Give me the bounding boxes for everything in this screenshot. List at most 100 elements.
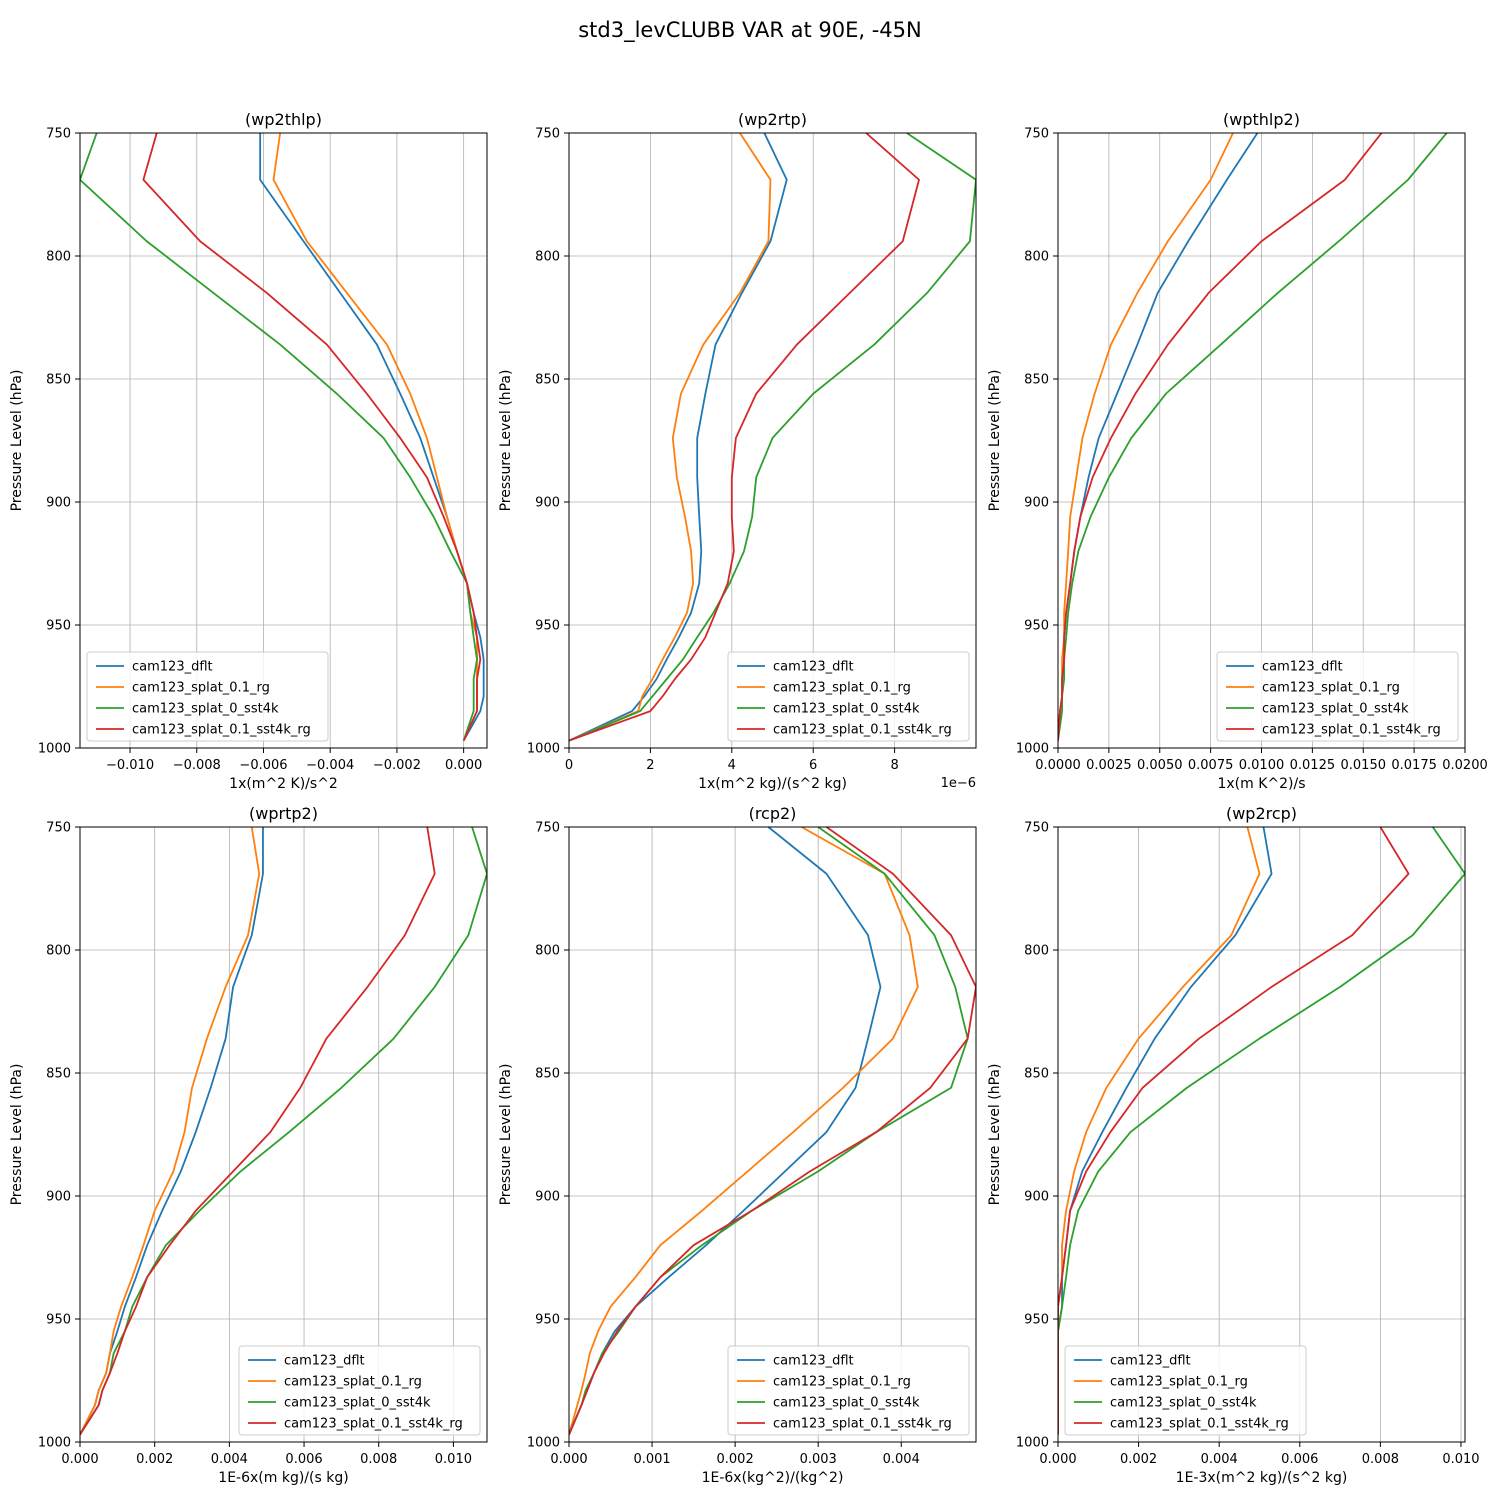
- series-line-cam123_splat_0.1_rg: [80, 827, 261, 1436]
- legend-entry: cam123_splat_0.1_sst4k_rg: [132, 723, 311, 738]
- subplot-title: (wp2rtp): [738, 110, 807, 129]
- y-tick-label: 750: [46, 127, 71, 142]
- x-tick-label: 0.0100: [1239, 758, 1285, 773]
- y-tick-label: 850: [46, 1067, 71, 1082]
- x-tick-label: 0.000: [550, 1452, 587, 1467]
- subplot-wp2thlp: −0.010 −0.008 −0.006 −0.004 −0.002 0.000 750 80…: [9, 110, 488, 792]
- series-line-cam123_splat_0.1_sst4k_rg: [142, 133, 482, 741]
- y-tick-label: 800: [1024, 250, 1049, 265]
- subplot-wpthlp2: 0.0000 0.0025 0.0050 0.0075 0.0100 0.0125 0.01…: [987, 110, 1488, 792]
- legend-entry: cam123_splat_0.1_rg: [773, 681, 911, 696]
- y-tick-label: 1000: [38, 1436, 71, 1451]
- x-tick-label: 0.0150: [1341, 758, 1387, 773]
- y-tick-label: 800: [535, 250, 560, 265]
- legend: cam123_dflt cam123_splat_0.1_rg cam123_spl…: [727, 1345, 970, 1436]
- x-tick-label: 0: [565, 758, 573, 773]
- series-line-cam123_splat_0.1_sst4k_rg: [569, 133, 920, 742]
- y-axis-label: Pressure Level (hPa): [9, 370, 25, 512]
- series-line-cam123_splat_0.1_rg: [1058, 827, 1261, 1435]
- x-tick-label: 0.010: [435, 1452, 472, 1467]
- x-tick-label: 0.001: [633, 1452, 670, 1467]
- legend-box: [1216, 651, 1459, 742]
- legend-entry: cam123_splat_0.1_rg: [773, 1375, 911, 1390]
- x-axis-label: 1x(m^2 K)/s^2: [229, 776, 338, 792]
- x-tick-label: −0.004: [306, 758, 354, 773]
- x-tick-label: 0.0075: [1188, 758, 1234, 773]
- legend-entry: cam123_dflt: [773, 660, 854, 675]
- x-axis-label: 1E-3x(m^2 kg)/(s^2 kg): [1176, 1470, 1348, 1486]
- y-tick-label: 850: [535, 373, 560, 388]
- legend-entry: cam123_splat_0_sst4k: [284, 1396, 431, 1411]
- x-tick-label: 0.008: [360, 1452, 397, 1467]
- legend: cam123_dflt cam123_splat_0.1_rg cam123_spl…: [727, 651, 970, 742]
- x-axis-label: 1E-6x(kg^2)/(kg^2): [702, 1470, 844, 1486]
- y-axis-label: Pressure Level (hPa): [9, 1064, 25, 1206]
- legend-entry: cam123_dflt: [1262, 660, 1343, 675]
- x-tick-label: 8: [890, 758, 898, 773]
- x-tick-label: 0.0125: [1290, 758, 1336, 773]
- x-tick-label: 6: [809, 758, 817, 773]
- subplot-wp2rtp: 0 2 4 6 8 750 800 850 900 950 1000 (wp2rtp) 1x(m^2 k…: [498, 110, 977, 792]
- y-tick-label: 1000: [38, 742, 71, 757]
- y-axis-label: Pressure Level (hPa): [498, 370, 514, 512]
- legend-entry: cam123_splat_0.1_sst4k_rg: [284, 1417, 463, 1432]
- legend-entry: cam123_dflt: [773, 1354, 854, 1369]
- axes-frame: [568, 826, 977, 1443]
- y-tick-label: 900: [46, 496, 71, 511]
- x-axis-label: 1x(m^2 kg)/(s^2 kg): [698, 776, 847, 792]
- x-tick-label: 0.0025: [1086, 758, 1132, 773]
- x-tick-label: 0.004: [211, 1452, 248, 1467]
- y-tick-label: 850: [1024, 1067, 1049, 1082]
- y-tick-label: 950: [535, 619, 560, 634]
- series-line-cam123_splat_0_sst4k: [569, 133, 976, 742]
- x-tick-label: 0.000: [61, 1452, 98, 1467]
- x-tick-label: 0.0050: [1137, 758, 1183, 773]
- x-tick-label: 0.006: [285, 1452, 322, 1467]
- series-line-cam123_splat_0.1_sst4k_rg: [1058, 827, 1410, 1435]
- series-line-cam123_splat_0_sst4k: [80, 133, 478, 741]
- x-tick-label: −0.010: [106, 758, 154, 773]
- y-tick-label: 750: [1024, 127, 1049, 142]
- y-tick-label: 950: [46, 619, 71, 634]
- x-axis-label: 1E-6x(m kg)/(s kg): [218, 1470, 348, 1486]
- legend-entry: cam123_dflt: [132, 660, 213, 675]
- y-axis-label: Pressure Level (hPa): [498, 1064, 514, 1206]
- legend-box: [238, 1345, 481, 1436]
- y-tick-label: 1000: [527, 742, 560, 757]
- y-tick-label: 850: [535, 1067, 560, 1082]
- series-line-cam123_splat_0.1_rg: [569, 827, 919, 1435]
- series-line-cam123_splat_0.1_sst4k_rg: [569, 827, 976, 1435]
- axes-frame: [1057, 826, 1466, 1443]
- y-tick-label: 1000: [1016, 1436, 1049, 1451]
- x-offset-text: 1e−6: [941, 776, 976, 791]
- y-tick-label: 900: [535, 496, 560, 511]
- y-tick-label: 800: [46, 944, 71, 959]
- x-tick-label: 2: [646, 758, 654, 773]
- axes-frame: [79, 132, 488, 749]
- subplot-rcp2: 0.000 0.001 0.002 0.003 0.004 750 800 850 900 950…: [498, 804, 977, 1486]
- y-tick-label: 900: [535, 1190, 560, 1205]
- x-tick-label: 0.002: [136, 1452, 173, 1467]
- y-tick-label: 1000: [1016, 742, 1049, 757]
- y-tick-label: 900: [1024, 496, 1049, 511]
- y-tick-label: 900: [46, 1190, 71, 1205]
- x-tick-label: 0.0200: [1442, 758, 1488, 773]
- x-tick-label: 0.010: [1442, 1452, 1479, 1467]
- legend-entry: cam123_splat_0.1_rg: [284, 1375, 422, 1390]
- y-tick-label: 950: [1024, 619, 1049, 634]
- legend-box: [727, 651, 970, 742]
- subplot-title: (wpthlp2): [1223, 110, 1300, 129]
- axes-frame: [79, 826, 488, 1443]
- y-tick-label: 750: [46, 821, 71, 836]
- legend-entry: cam123_splat_0.1_rg: [1110, 1375, 1248, 1390]
- y-tick-label: 950: [46, 1313, 71, 1328]
- subplot-title: (wp2rcp): [1226, 804, 1297, 823]
- x-axis-label: 1x(m K^2)/s: [1217, 776, 1305, 792]
- legend-entry: cam123_splat_0_sst4k: [773, 702, 920, 717]
- legend-entry: cam123_splat_0.1_sst4k_rg: [1262, 723, 1441, 738]
- y-tick-label: 850: [46, 373, 71, 388]
- subplot-wp2rcp: 0.000 0.002 0.004 0.006 0.008 0.010 750 800 850 9…: [987, 804, 1480, 1486]
- y-tick-label: 950: [1024, 1313, 1049, 1328]
